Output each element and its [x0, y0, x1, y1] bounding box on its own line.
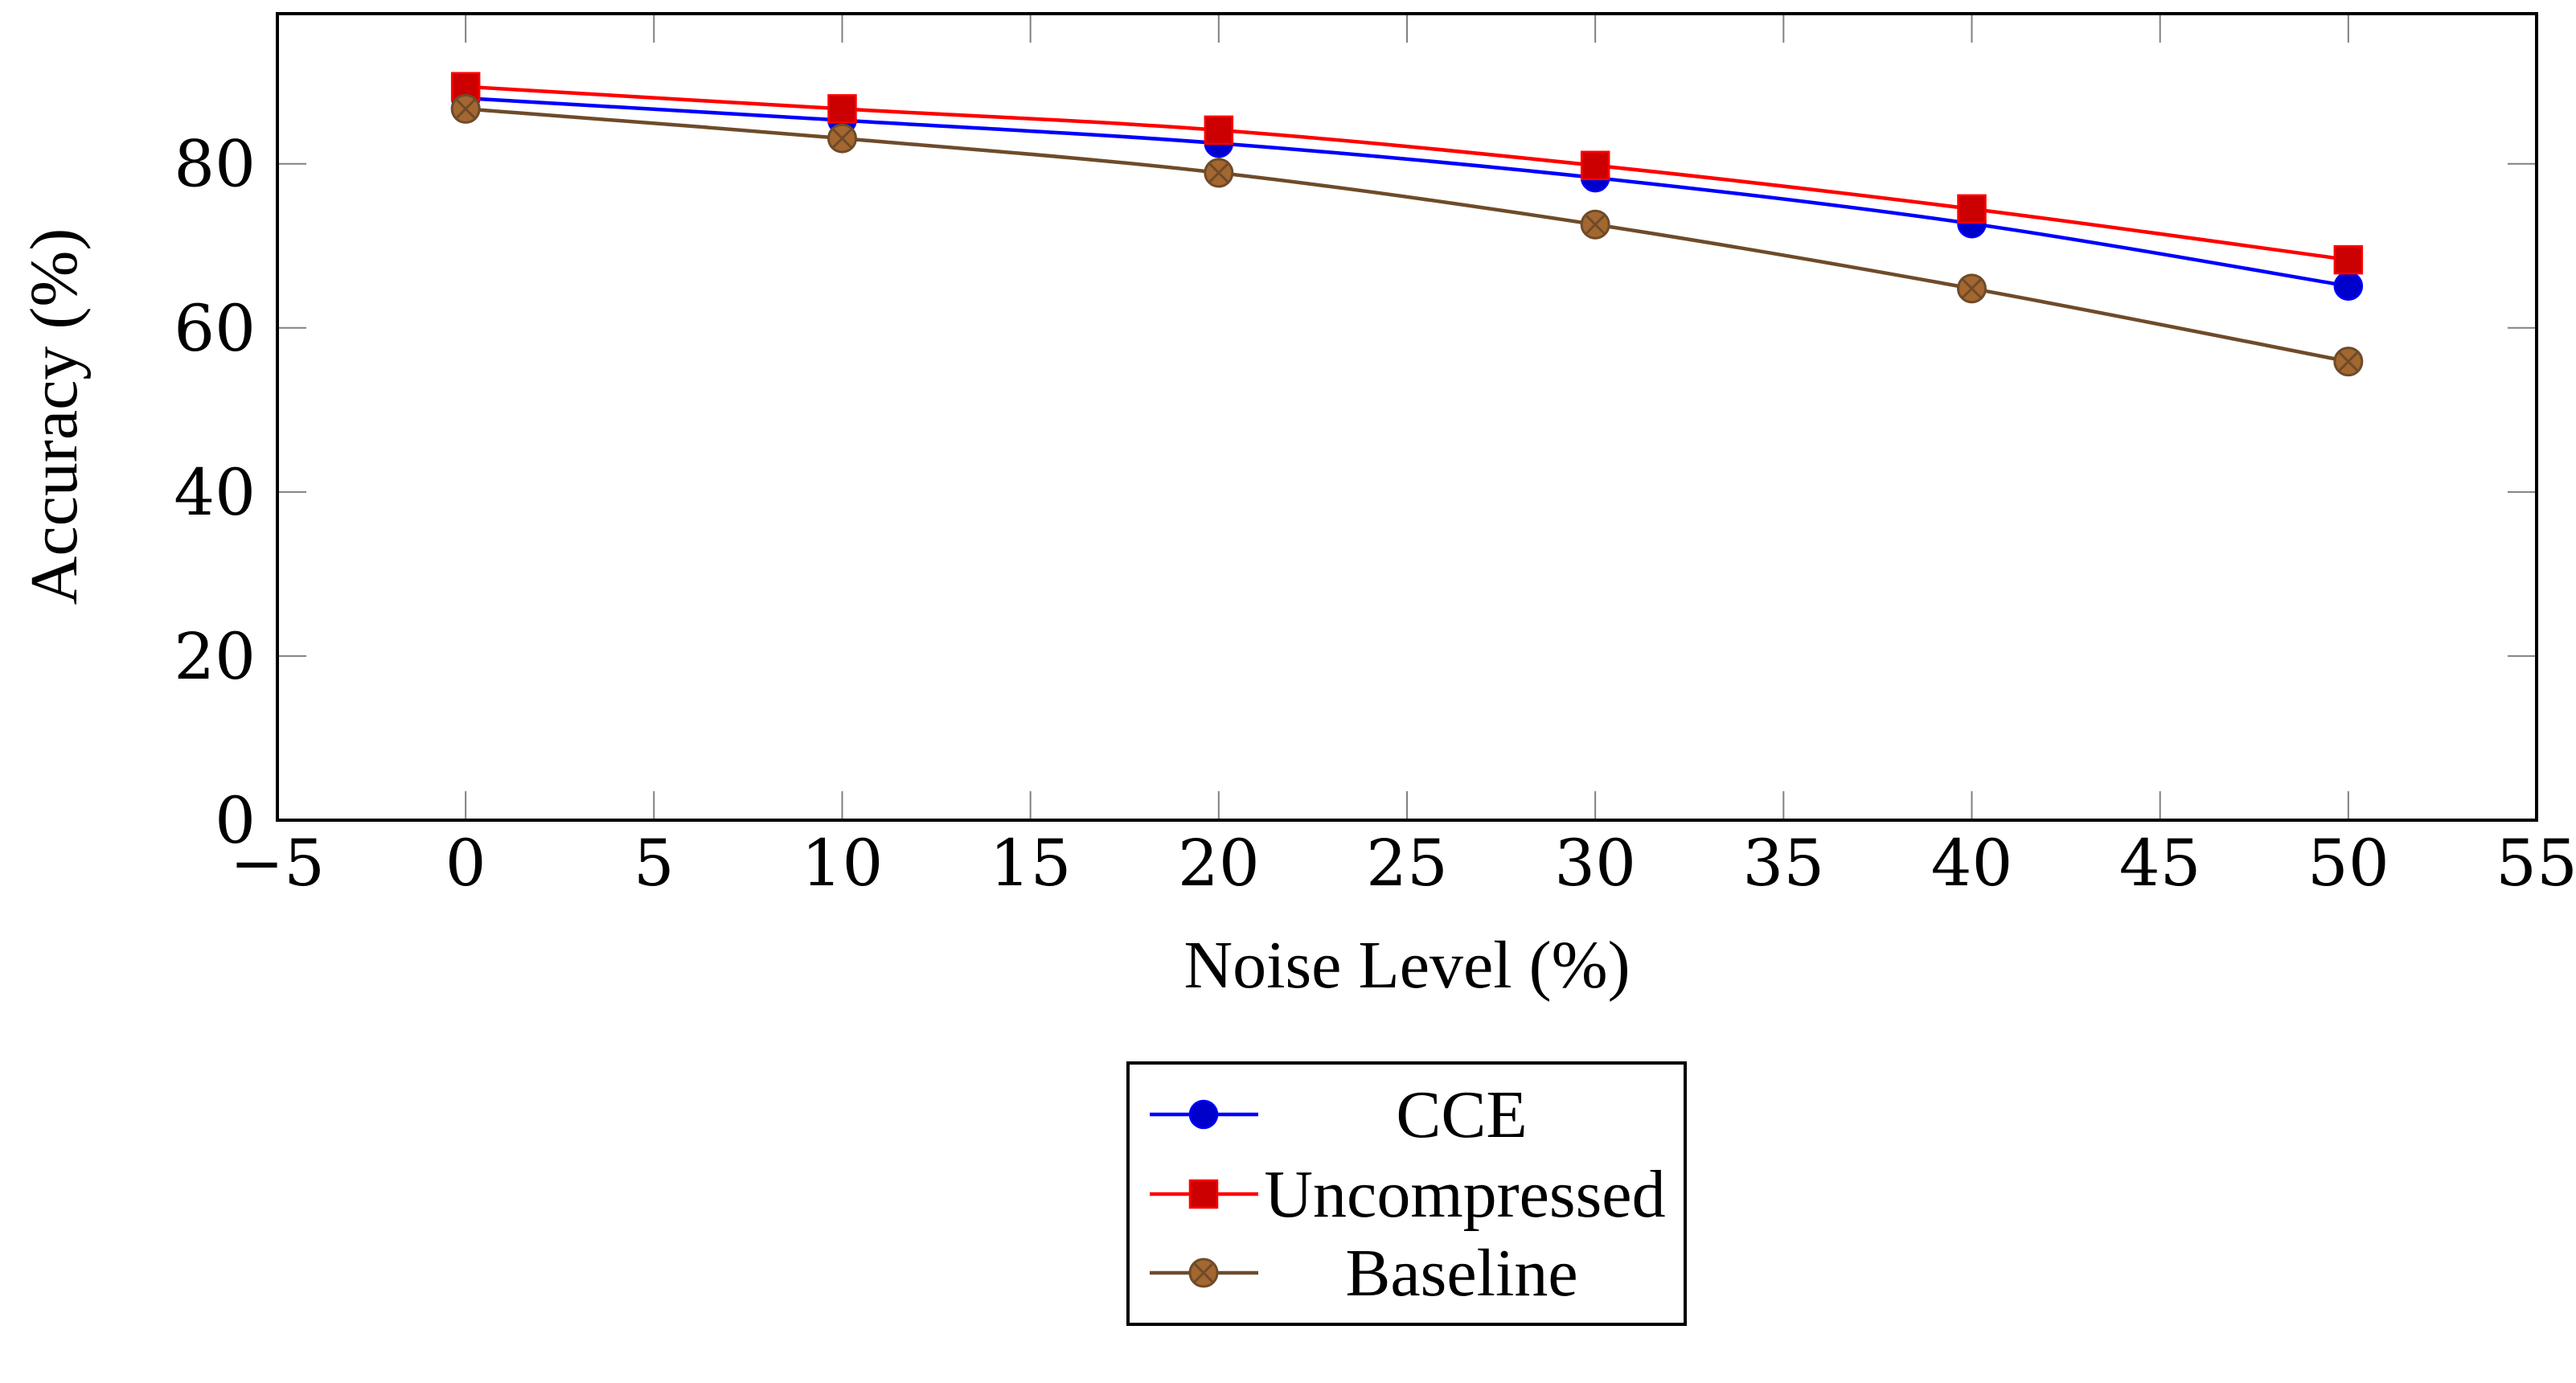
- x-tick-label: 55: [2496, 826, 2576, 901]
- series-markers: [450, 72, 2364, 377]
- legend-swatch-cce: [1150, 1099, 1258, 1130]
- y-tick-label: 80: [174, 127, 256, 202]
- x-tick-label: 10: [802, 826, 884, 901]
- y-axis-title: Accuracy (%): [17, 228, 92, 605]
- legend-entries: [1150, 1099, 1258, 1288]
- data-point-baseline: [1204, 158, 1234, 188]
- x-tick-label: 15: [990, 826, 1072, 901]
- legend-label-cce: CCE: [1396, 1077, 1527, 1152]
- x-tick-label: 5: [634, 826, 675, 901]
- y-tick-label: 20: [174, 619, 256, 694]
- legend-label-uncompressed: Uncompressed: [1264, 1157, 1665, 1232]
- data-point-baseline: [1957, 273, 1987, 304]
- legend-marker-baseline: [1188, 1258, 1219, 1288]
- data-point-cce: [2333, 271, 2364, 302]
- series-points-baseline: [450, 93, 2364, 377]
- legend-swatch-uncompressed: [1150, 1179, 1258, 1209]
- plot-frame: [276, 12, 2538, 822]
- data-point-baseline: [827, 123, 857, 154]
- legend-marker-cce: [1188, 1099, 1219, 1130]
- x-tick-label: 25: [1366, 826, 1448, 901]
- y-tick-label: 40: [174, 455, 256, 530]
- series-line-baseline: [465, 107, 2349, 363]
- data-point-uncompressed: [1580, 150, 1610, 181]
- x-tick-label: 45: [2119, 826, 2201, 901]
- legend-label-baseline: Baseline: [1345, 1236, 1577, 1311]
- data-point-uncompressed: [827, 94, 857, 124]
- legend-marker-uncompressed: [1188, 1179, 1219, 1209]
- series-points-uncompressed: [450, 72, 2364, 275]
- data-point-uncompressed: [2333, 244, 2364, 275]
- y-tick-labels: 0 20 40 60 80: [174, 127, 256, 858]
- x-tick-label: 40: [1931, 826, 2013, 901]
- x-tick-labels: −5 0 5 10 15 20 25 30 35 40 45 50 55: [230, 826, 2576, 901]
- legend-swatch-baseline: [1150, 1258, 1258, 1288]
- series-line-uncompressed: [466, 84, 2349, 262]
- axis-ticks: [277, 14, 2537, 821]
- x-tick-label: 35: [1742, 826, 1824, 901]
- data-point-baseline: [1580, 209, 1610, 240]
- x-tick-label: 0: [445, 826, 486, 901]
- data-point-uncompressed: [1204, 115, 1234, 146]
- data-point-baseline: [2333, 347, 2364, 377]
- data-point-baseline: [450, 93, 481, 124]
- series-lines: [465, 84, 2349, 363]
- x-tick-label: 30: [1554, 826, 1636, 901]
- x-axis-title: Noise Level (%): [1183, 928, 1630, 1003]
- data-point-uncompressed: [1957, 194, 1987, 224]
- series-line-cce: [466, 96, 2349, 288]
- x-tick-label: 20: [1178, 826, 1260, 901]
- y-tick-label: 0: [215, 783, 256, 858]
- legend-box: [1126, 1061, 1687, 1326]
- legend: CCE Uncompressed Baseline: [1126, 1061, 1687, 1326]
- x-tick-label: 50: [2307, 826, 2389, 901]
- y-tick-label: 60: [174, 291, 256, 366]
- x-tick-label: −5: [230, 826, 325, 901]
